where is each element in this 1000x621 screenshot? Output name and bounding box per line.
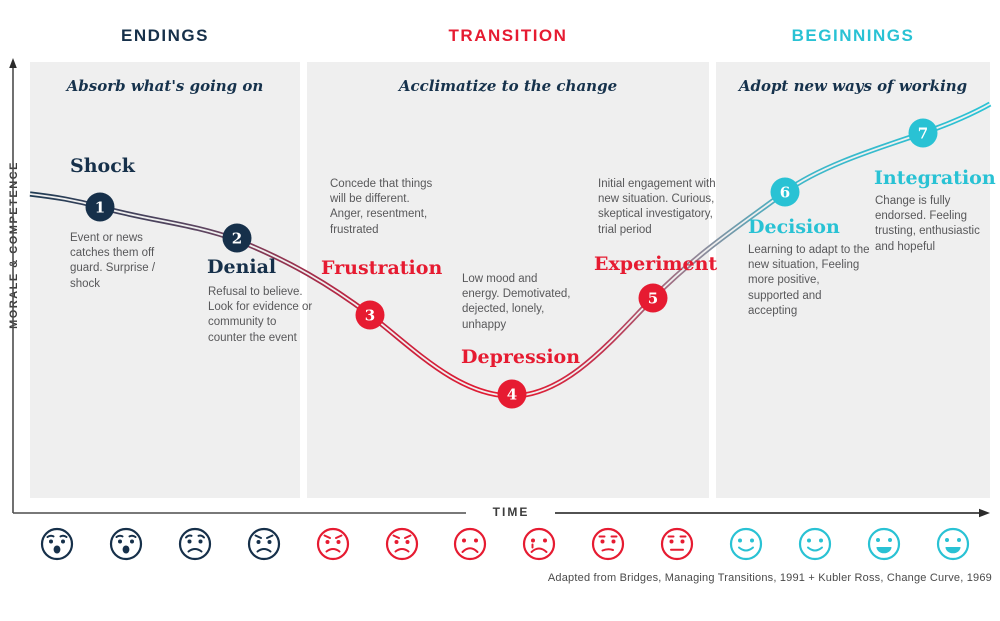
stage-name-depression: Depression [461,346,581,368]
stage-description-denial: Refusal to believe. Look for evidence or… [208,286,313,344]
stage-description-depression: Low mood and energy. Demotivated, deject… [462,273,571,331]
mood-face-neutral-icon [659,526,695,567]
stage-description-frustration: Concede that things will be different. A… [330,178,433,236]
mood-face-smile-icon [728,526,764,567]
mood-face-angry-icon [384,526,420,567]
phase-header-transition: TRANSITION [448,26,568,45]
mood-face-angry-icon [246,526,282,567]
mood-face-worried-icon [177,526,213,567]
mood-face-smile-icon [797,526,833,567]
stage-description-decision: Learning to adapt to the new situation, … [748,244,870,317]
mood-face-shocked-icon [108,526,144,567]
phase-header-beginnings: BEGINNINGS [791,26,915,45]
mood-face-angry-icon [315,526,351,567]
y-axis-label: MORALE & COMPETENCE [5,145,23,345]
panel-subtitle-endings: Absorb what's going on [66,77,264,95]
y-axis-arrow-icon [9,58,17,68]
stage-name-experiment: Experiment [594,253,718,275]
mood-face-grin-icon [866,526,902,567]
mood-face-crying-icon [521,526,557,567]
stage-description-experiment: Initial engagement with new situation. C… [598,178,716,236]
stage-description-shock: Event or news catches them off guard. Su… [70,232,156,290]
mood-face-unsure-icon [590,526,626,567]
stage-name-shock: Shock [70,155,135,177]
phase-header-endings: ENDINGS [121,26,209,45]
panel-subtitle-beginnings: Adopt new ways of working [738,77,968,95]
attribution-text: Adapted from Bridges, Managing Transitio… [547,572,992,584]
mood-face-shocked-icon [39,526,75,567]
time-axis-label: TIME [492,505,530,519]
stage-name-denial: Denial [207,256,277,278]
panel-subtitle-transition: Acclimatize to the change [398,77,618,95]
stage-name-integration: Integration [874,167,996,189]
mood-face-sad-icon [452,526,488,567]
stage-description-integration: Change is fully endorsed. Feeling trusti… [875,195,980,253]
stage-name-decision: Decision [748,216,840,238]
time-axis-arrow-icon [979,508,990,518]
stage-name-frustration: Frustration [321,257,443,279]
mood-face-grin-icon [935,526,971,567]
